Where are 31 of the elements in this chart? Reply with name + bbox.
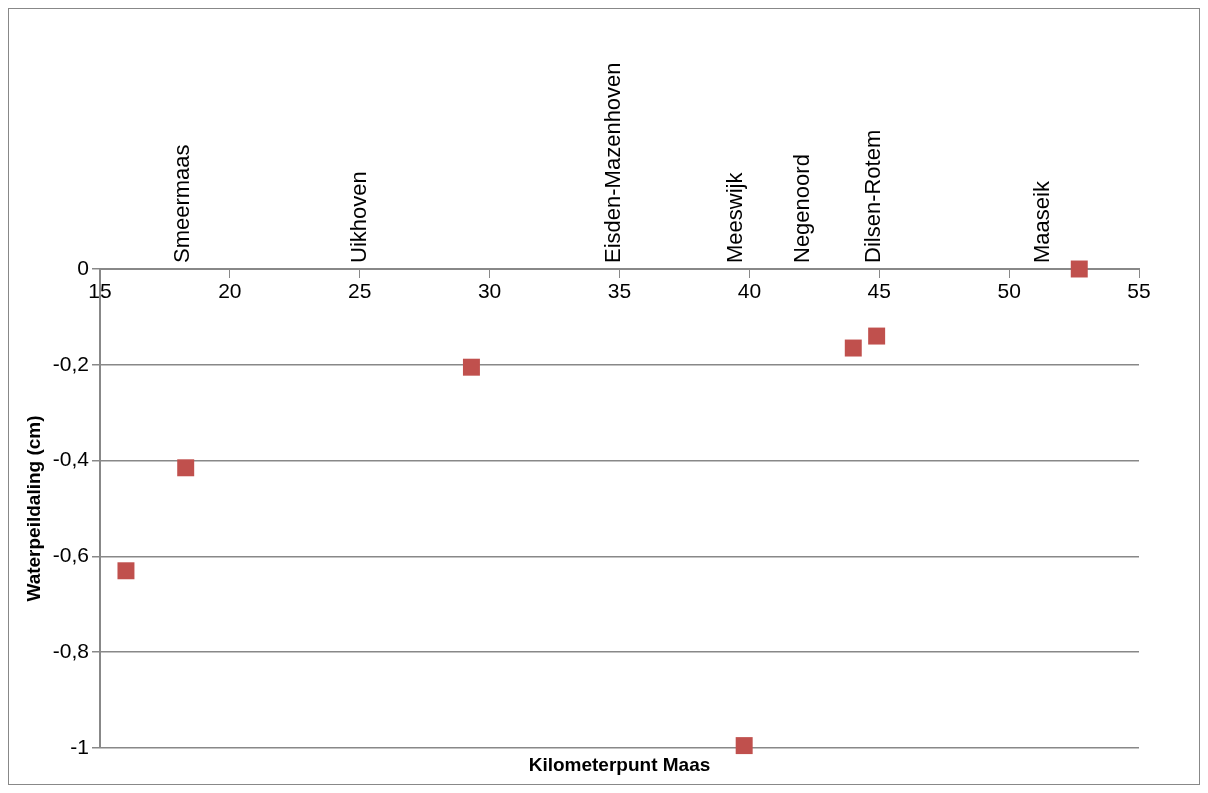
point [462, 358, 480, 376]
x-tick-label: 50 [997, 279, 1021, 303]
point [1070, 260, 1088, 278]
x-tick-label: 55 [1127, 279, 1151, 303]
y-tick-label: 0 [77, 255, 89, 279]
x-tick-label: 40 [737, 279, 762, 303]
point [117, 562, 135, 580]
point [844, 339, 862, 357]
y-axis-title: Waterpeildaling (cm) [22, 415, 44, 602]
x-axis-title: Kilometerpunt Maas [528, 753, 711, 775]
y-tick-label: -1 [70, 734, 89, 758]
y-tick-label: -0,2 [52, 351, 89, 375]
x-tick-label: 45 [867, 279, 891, 303]
x-tick-label: 20 [218, 279, 242, 303]
text: Dilsen-Rotem [860, 129, 886, 263]
text: Uikhoven [345, 171, 371, 263]
text: Maaseik [1029, 180, 1055, 263]
x-tick-label: 35 [607, 279, 632, 303]
x-tick-label: 15 [88, 279, 112, 303]
text: Negenoord [789, 154, 815, 263]
y-tick-label: -0,8 [52, 639, 89, 662]
text: Eisden-Mazenhoven [600, 62, 626, 263]
x-tick-label: 30 [477, 279, 502, 303]
x-tick-label: 25 [348, 279, 372, 303]
text: Meeswijk [721, 171, 747, 263]
text: Smeermaas [169, 144, 195, 263]
point [177, 459, 195, 477]
point [868, 327, 886, 345]
y-tick-label: -0,6 [52, 543, 89, 567]
y-tick-label: -0,4 [52, 447, 90, 471]
point [735, 737, 753, 755]
